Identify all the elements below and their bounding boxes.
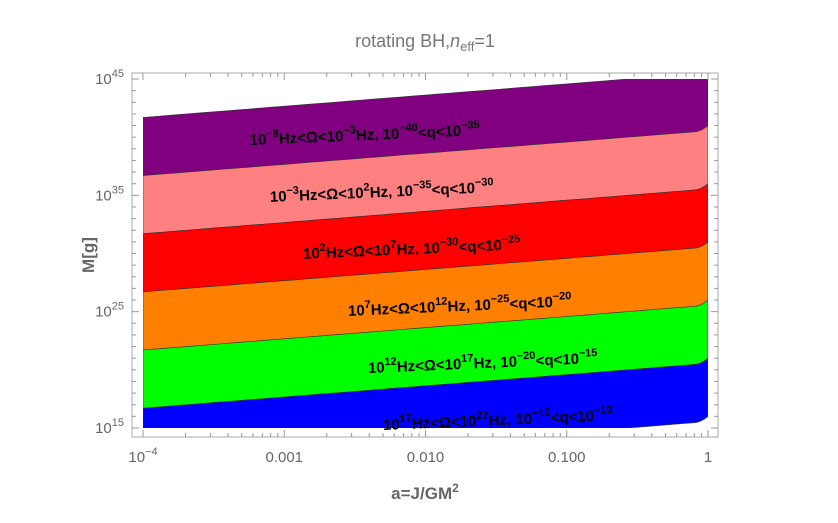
y-tick-label: 1025 (95, 301, 124, 321)
band-area (143, 357, 708, 428)
y-tick-label: 1015 (95, 417, 124, 437)
band-labels: 10−8Hz<Ω<10−3Hz, 10−40<q<10−3510−3Hz<Ω<1… (249, 119, 612, 434)
band-label: 10−8Hz<Ω<10−3Hz, 10−40<q<10−35 (249, 119, 480, 149)
tick-labels: 10−4 0.001 0.010 0.100 1 1045 1035 1025 1015 (95, 68, 712, 466)
label-text: Hz, 10 (447, 297, 491, 316)
label-exponent: 17 (461, 352, 474, 365)
label-text: 10 (249, 131, 266, 149)
label-exponent: −15 (578, 347, 597, 360)
label-text: Hz, 10 (488, 411, 532, 430)
y-axis-label: M[g] (79, 237, 98, 273)
label-exponent: 22 (476, 409, 489, 422)
label-text: Hz, 10 (369, 183, 413, 202)
label-exponent: −3 (286, 185, 299, 198)
label-text: Hz<Ω<10 (279, 128, 344, 148)
band-label: 10−3Hz<Ω<102Hz, 10−35<q<10−30 (269, 176, 494, 206)
label-exponent: −10 (593, 404, 612, 417)
label-text: 10 (348, 302, 365, 320)
label-exponent: −8 (266, 128, 279, 141)
label-exponent: 17 (399, 413, 412, 426)
label-exponent: −20 (552, 290, 571, 303)
label-text: Hz, 10 (356, 126, 400, 145)
label-exponent: 7 (390, 239, 397, 251)
label-exponent: −30 (439, 236, 458, 249)
label-exponent: −25 (501, 233, 520, 246)
label-text: Hz<Ω<10 (299, 185, 364, 205)
label-text: 10 (368, 359, 385, 377)
label-text: 10 (270, 188, 287, 206)
label-exponent: −30 (475, 176, 494, 189)
label-text: <q<10 (458, 237, 502, 256)
label-exponent: 12 (435, 296, 448, 309)
label-text: Hz<Ω<10 (370, 299, 435, 319)
x-tick-label: 0.010 (407, 449, 445, 466)
label-exponent: −35 (461, 119, 480, 132)
label-exponent: −20 (516, 350, 535, 363)
label-text: Hz, 10 (396, 240, 440, 259)
label-text: <q<10 (418, 123, 462, 142)
bands (143, 79, 708, 428)
label-exponent: −15 (531, 407, 550, 420)
label-text: <q<10 (431, 180, 475, 199)
band-label: 1012Hz<Ω<1017Hz, 10−20<q<10−15 (367, 347, 597, 377)
x-tick-label: 0.100 (548, 449, 586, 466)
label-exponent: 7 (364, 299, 371, 311)
x-tick-label: 10−4 (128, 446, 157, 466)
label-exponent: 12 (384, 356, 397, 369)
y-tick-label: 1035 (95, 184, 124, 204)
label-exponent: 2 (319, 242, 326, 254)
label-text: 10 (303, 245, 320, 263)
label-text: <q<10 (535, 351, 579, 370)
label-text: Hz<Ω<10 (326, 242, 391, 262)
x-axis-label: a=J/GM2 (391, 481, 459, 503)
y-tick-label: 1045 (95, 68, 124, 88)
label-exponent: −3 (343, 124, 356, 137)
label-exponent: 2 (363, 182, 370, 194)
label-text: <q<10 (550, 408, 594, 427)
label-exponent: −25 (490, 293, 509, 306)
band-label: 102Hz<Ω<107Hz, 10−30<q<10−25 (303, 233, 521, 262)
label-text: Hz<Ω<10 (412, 413, 477, 433)
band-label: 107Hz<Ω<1012Hz, 10−25<q<10−20 (348, 290, 572, 320)
label-text: <q<10 (509, 294, 553, 313)
label-text: Hz<Ω<10 (397, 356, 462, 376)
x-tick-label: 0.001 (265, 449, 303, 466)
label-exponent: −40 (399, 122, 418, 135)
label-text: 10 (383, 416, 400, 434)
label-text: Hz, 10 (473, 354, 517, 373)
label-exponent: −35 (413, 179, 432, 192)
x-tick-label: 1 (704, 449, 712, 466)
chart-title: rotating BH,neff=1 (355, 31, 495, 54)
ticks (132, 73, 718, 437)
band-label: 1017Hz<Ω<1022Hz, 10−15<q<10−10 (382, 404, 612, 434)
